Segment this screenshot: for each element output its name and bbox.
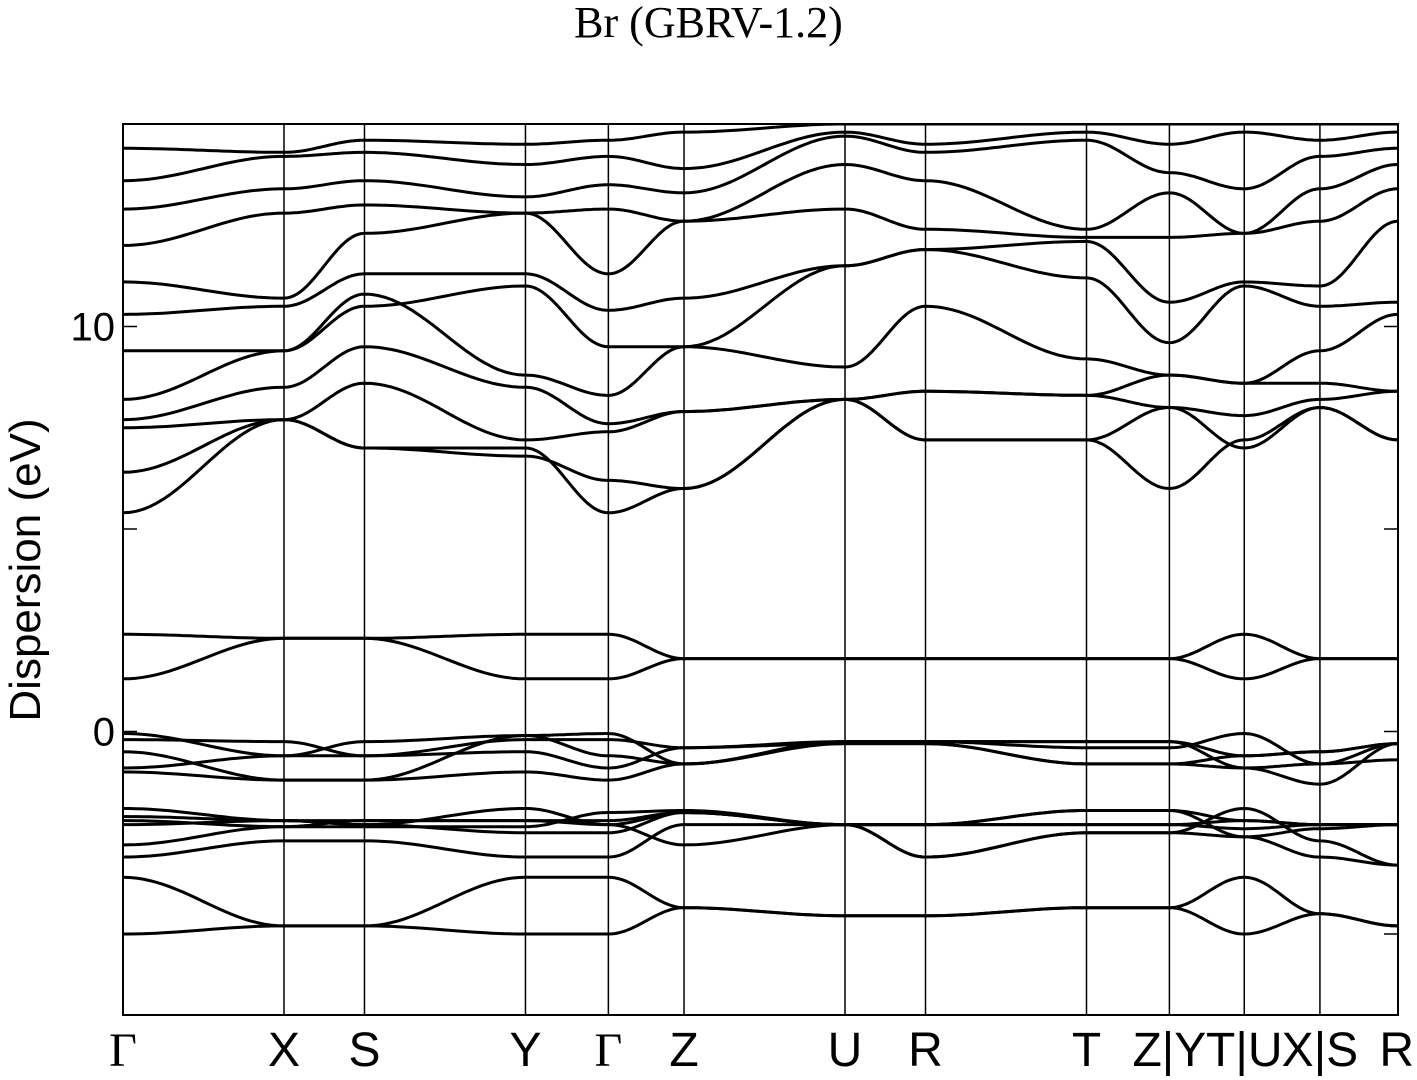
- band-line-8: [123, 807, 1398, 847]
- x-symmetry-label: R: [1379, 1024, 1414, 1077]
- y-tick-label: 0: [93, 711, 115, 755]
- y-axis-ticks: 0 10: [71, 123, 1398, 935]
- x-axis-symmetry-labels: Γ X S Y Γ Z U R T Z|Y T|U X|S R: [109, 1024, 1414, 1077]
- x-symmetry-label: Y: [509, 1024, 541, 1077]
- band-line-3: [123, 823, 1398, 859]
- band-line-26: [123, 130, 1398, 183]
- x-symmetry-label: Γ: [109, 1024, 137, 1077]
- x-symmetry-label: U: [828, 1024, 863, 1077]
- band-line-21: [123, 248, 1398, 353]
- x-symmetry-label: T: [1072, 1024, 1101, 1077]
- band-line-15: [123, 632, 1398, 681]
- x-symmetry-label: X|S: [1282, 1024, 1359, 1077]
- band-line-14: [123, 632, 1398, 681]
- chart-title: Br (GBRV-1.2): [574, 0, 843, 47]
- band-lines: [123, 124, 1398, 936]
- band-line-12: [123, 738, 1398, 766]
- band-line-18: [123, 381, 1398, 442]
- band-line-25: [123, 134, 1398, 211]
- band-line-20: [123, 292, 1398, 401]
- band-line-16: [123, 397, 1398, 515]
- y-tick-label: 10: [71, 306, 116, 350]
- x-symmetry-label: Γ: [594, 1024, 622, 1077]
- x-symmetry-label: X: [268, 1024, 300, 1077]
- x-symmetry-label: S: [348, 1024, 380, 1077]
- x-symmetry-label: Z|Y: [1132, 1024, 1206, 1077]
- x-symmetry-label: Z: [669, 1024, 698, 1077]
- high-symmetry-separators: [283, 124, 1321, 1015]
- band-line-24: [123, 163, 1398, 247]
- band-line-2: [123, 875, 1398, 928]
- x-symmetry-label: T|U: [1206, 1024, 1282, 1077]
- band-line-27: [123, 124, 1398, 154]
- y-axis-label: Dispersion (eV): [1, 418, 50, 721]
- plot-frame: [122, 123, 1399, 1016]
- band-line-13: [123, 732, 1398, 766]
- x-symmetry-label: R: [908, 1024, 943, 1077]
- band-line-22: [123, 219, 1398, 316]
